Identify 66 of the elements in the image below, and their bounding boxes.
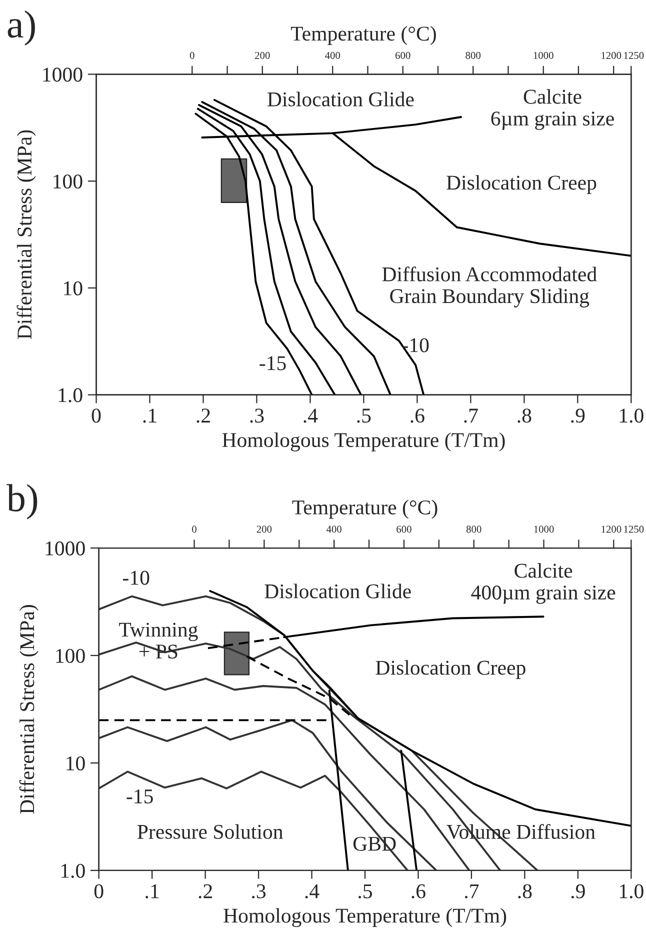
x-tick-label: 0 — [92, 408, 101, 423]
annotation: Calcite 6µm grain size — [491, 89, 614, 130]
x2-axis-title: Temperature (°C) — [290, 26, 436, 45]
x-tick-label: .8 — [518, 408, 532, 423]
x2-tick-label: 600 — [395, 52, 410, 59]
x-tick-label: .3 — [250, 408, 264, 423]
y-axis-title: Differential Stress (MPa) — [16, 130, 36, 340]
annotation: Dislocation Glide — [264, 584, 411, 598]
x2-tick-label: 1250 — [624, 526, 644, 533]
x2-tick-label: 600 — [396, 526, 412, 533]
x-tick-label: .1 — [143, 408, 156, 423]
chart-title: b) — [6, 484, 38, 520]
x-tick-label: .5 — [358, 884, 372, 898]
x2-axis-title: Temperature (°C) — [292, 500, 438, 519]
chart-title: a) — [8, 10, 35, 46]
x-tick-label: .7 — [464, 408, 478, 423]
annotation: Dislocation Creep — [446, 175, 596, 194]
annotation: -10 — [402, 338, 429, 352]
x2-tick-label: 200 — [255, 52, 270, 59]
x-tick-label: .2 — [198, 884, 212, 898]
x2-tick-label: 1200 — [602, 526, 622, 533]
y-tick-label: 10 — [66, 756, 85, 770]
annotation: -10 — [122, 570, 150, 585]
x-tick-label: .9 — [571, 884, 585, 898]
x2-tick-label: 1250 — [624, 52, 644, 59]
x-tick-label: 0 — [94, 884, 104, 898]
x2-tick-label: 1000 — [534, 526, 554, 533]
x2-tick-label: 200 — [256, 526, 272, 533]
annotation: Diffusion Accommodated Grain Boundary Sliding — [382, 266, 597, 308]
annotation: Calcite 400µm grain size — [471, 563, 616, 604]
y-tick-label: 1.0 — [61, 864, 85, 878]
x2-tick-label: 800 — [466, 526, 482, 533]
x-tick-label: .5 — [357, 408, 371, 423]
x-tick-label: .4 — [305, 884, 320, 898]
x-tick-label: .2 — [196, 408, 210, 423]
x-tick-label: .3 — [252, 884, 266, 898]
y-tick-label: 100 — [56, 648, 85, 663]
x2-tick-label: 1200 — [602, 52, 622, 59]
x-tick-label: .4 — [304, 408, 318, 423]
annotation: -15 — [260, 356, 286, 370]
y-tick-label: 1.0 — [58, 388, 82, 402]
x-tick-label: 1.0 — [620, 408, 644, 423]
y-tick-label: 1000 — [46, 541, 85, 556]
y-tick-label: 1000 — [43, 68, 82, 82]
x2-tick-label: 0 — [190, 52, 194, 59]
annotation: Pressure Solution — [137, 824, 283, 839]
x2-tick-label: 800 — [466, 52, 481, 59]
x2-tick-label: 0 — [192, 526, 196, 533]
annotation: Dislocation Creep — [376, 660, 526, 680]
x-tick-label: .6 — [410, 408, 424, 423]
x-axis-title: Homologous Temperature (T/Tm) — [224, 908, 506, 928]
x-tick-label: 1.0 — [620, 884, 644, 898]
x-tick-label: .6 — [412, 884, 426, 898]
x-tick-label: .1 — [146, 884, 159, 898]
annotation: -15 — [126, 789, 153, 804]
x-tick-label: .9 — [571, 408, 585, 423]
annotation: Dislocation Glide — [268, 92, 414, 106]
x-axis-title: Homologous Temperature (T/Tm) — [222, 432, 505, 452]
x-tick-label: .7 — [465, 884, 479, 898]
y-axis-title: Differential Stress (MPa) — [19, 605, 38, 814]
x-tick-label: .8 — [518, 884, 532, 898]
x2-tick-label: 400 — [325, 52, 340, 59]
x2-tick-label: 400 — [326, 526, 342, 533]
y-tick-label: 10 — [64, 281, 82, 296]
x2-tick-label: 1000 — [534, 52, 554, 59]
y-tick-label: 100 — [54, 174, 82, 189]
